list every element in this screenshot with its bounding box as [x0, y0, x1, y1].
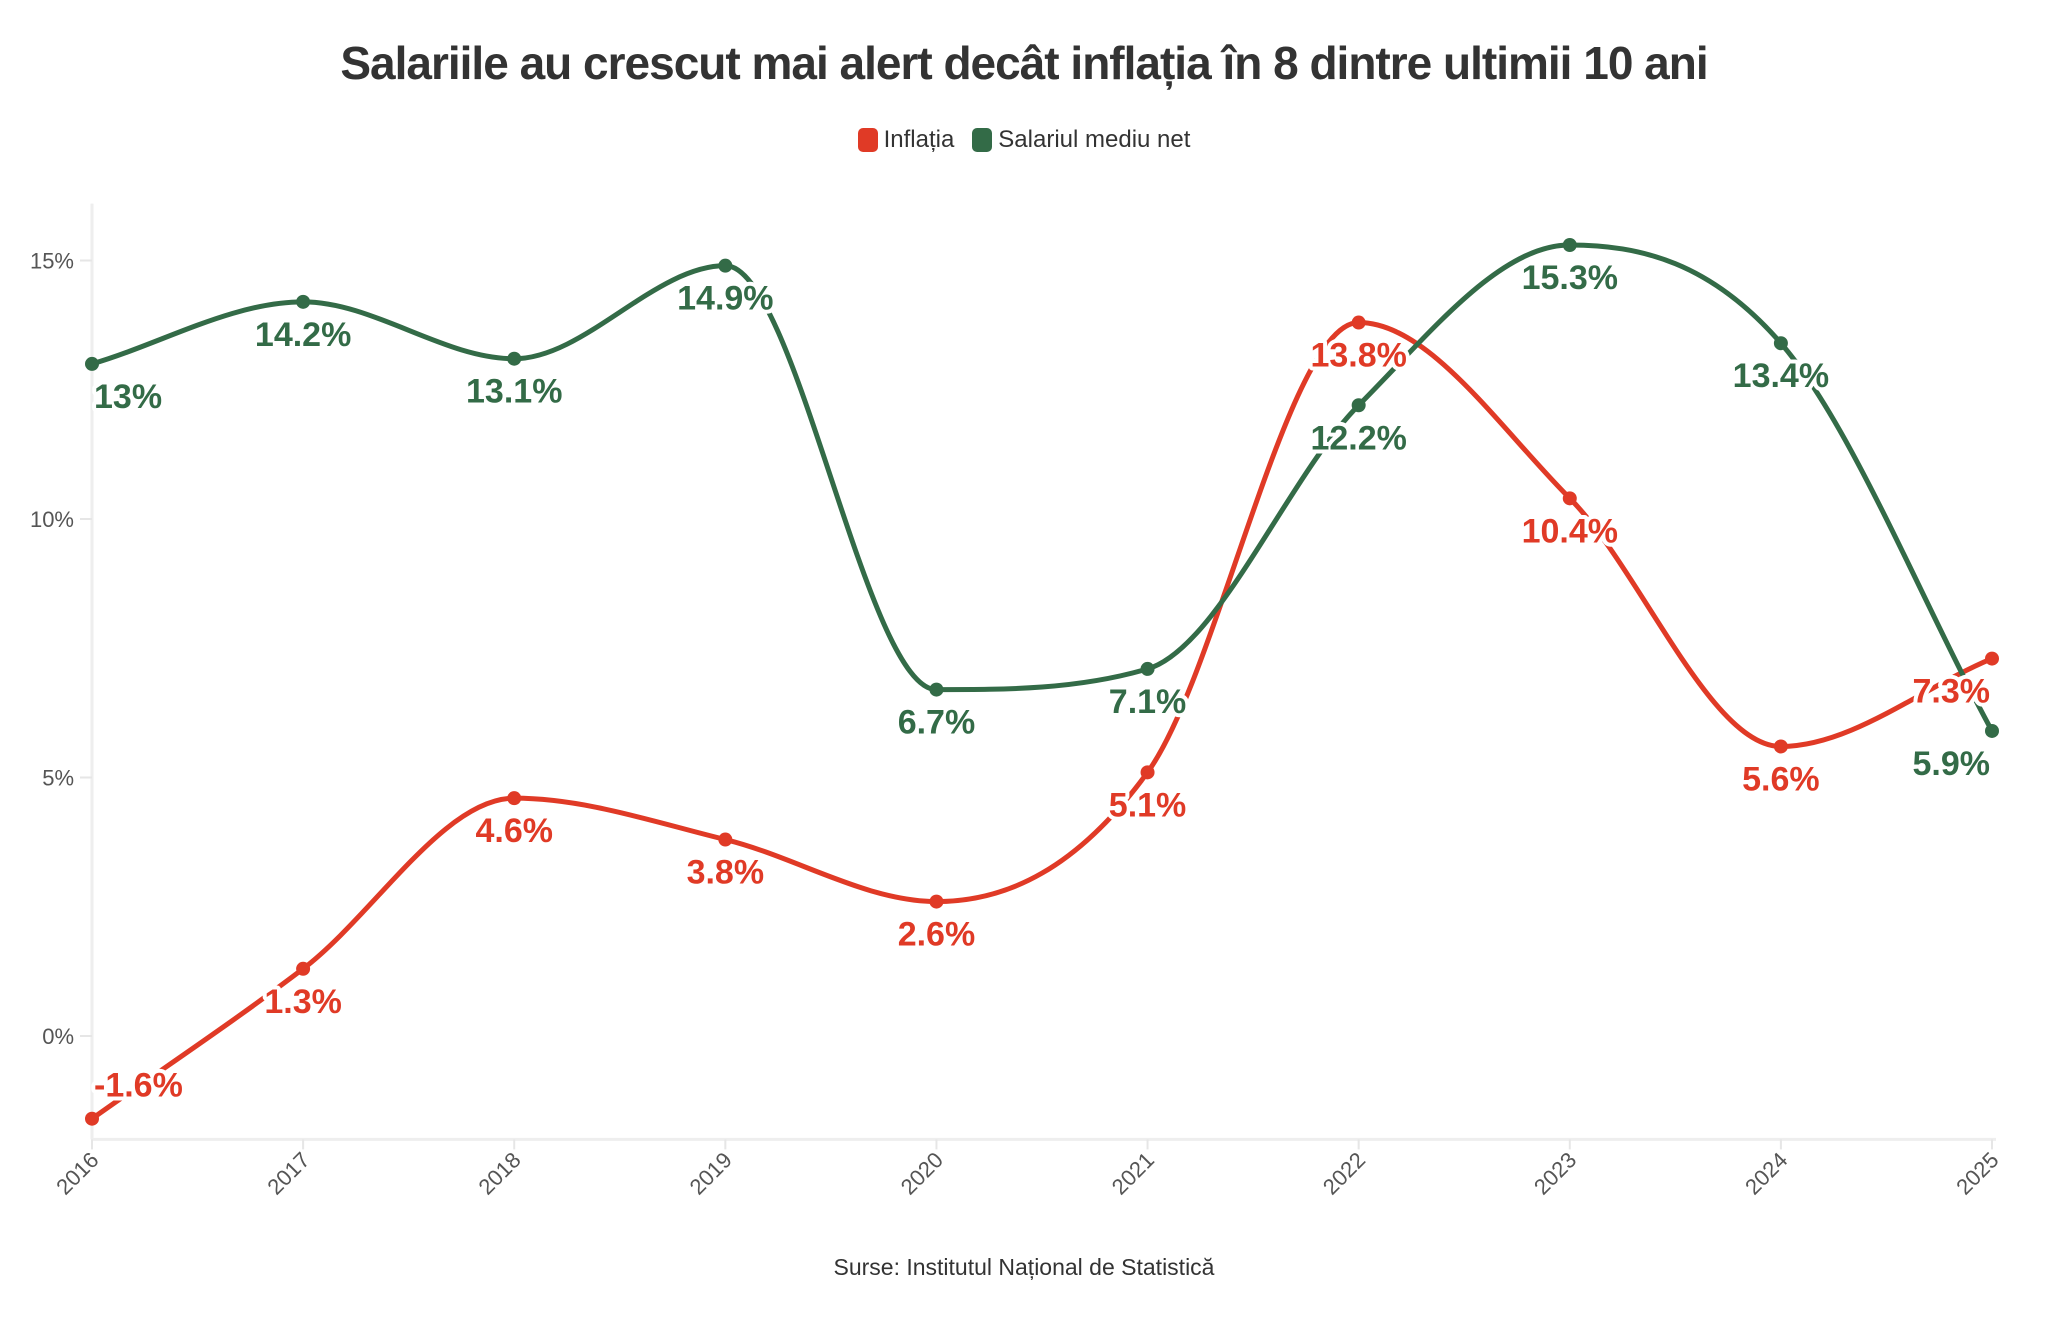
data-point — [507, 791, 522, 806]
legend-label-inflatia: Inflația — [883, 126, 955, 153]
y-tick-label: 10% — [30, 507, 74, 532]
data-label: 14.2% — [255, 316, 351, 354]
data-point — [718, 258, 733, 273]
data-point — [1985, 651, 1999, 666]
data-point — [296, 294, 311, 309]
series-line — [90, 320, 1993, 1121]
source-note: Surse: Institutul Național de Statistică — [833, 1254, 1215, 1280]
data-label: 1.3% — [264, 983, 342, 1021]
data-point — [85, 356, 99, 371]
data-label: -1.6% — [94, 1067, 183, 1105]
chart-title: Salariile au crescut mai alert decât inf… — [340, 37, 1708, 89]
data-point — [1773, 336, 1788, 351]
data-point — [1351, 315, 1366, 330]
data-point — [507, 351, 522, 366]
legend-swatch-inflatia — [857, 128, 878, 152]
legend-item-salariu[interactable]: Salariul mediu net — [972, 126, 1190, 154]
x-tick-label: 2018 — [473, 1147, 525, 1199]
data-label: 4.6% — [475, 812, 553, 850]
data-point — [1140, 661, 1155, 676]
data-label: 5.1% — [1109, 786, 1187, 824]
data-label: 13.8% — [1310, 337, 1406, 375]
x-tick-label: 2023 — [1529, 1147, 1581, 1199]
x-tick-label: 2024 — [1740, 1147, 1792, 1199]
data-label: 2.6% — [898, 916, 976, 954]
data-point — [929, 682, 944, 697]
data-label: 13% — [94, 378, 162, 416]
x-tick-label: 2019 — [685, 1147, 737, 1199]
legend-item-inflatia[interactable]: Inflația — [857, 126, 955, 154]
y-tick-label: 15% — [30, 249, 74, 274]
data-label: 14.9% — [677, 280, 773, 318]
legend-label-salariu: Salariul mediu net — [998, 126, 1191, 153]
data-point — [1985, 723, 1999, 738]
x-tick-label: 2020 — [896, 1147, 948, 1199]
series-salariu — [85, 237, 1999, 738]
series-inflatia — [85, 315, 1999, 1126]
y-tick-label: 5% — [42, 766, 74, 791]
data-point — [929, 894, 944, 909]
data-label: 15.3% — [1522, 259, 1618, 297]
data-label: 7.1% — [1109, 683, 1187, 721]
data-label: 12.2% — [1310, 419, 1406, 457]
data-point — [1562, 491, 1577, 506]
x-tick-label: 2016 — [51, 1147, 103, 1199]
legend: Inflația Salariul mediu net — [0, 126, 2048, 154]
data-point — [1140, 765, 1155, 780]
data-label: 5.9% — [1913, 745, 1991, 783]
data-label: 7.3% — [1913, 673, 1991, 711]
data-point — [1351, 398, 1366, 413]
data-label: 5.6% — [1742, 760, 1820, 798]
data-label: 3.8% — [687, 854, 765, 892]
x-tick-label: 2025 — [1951, 1147, 2003, 1199]
x-tick-label: 2021 — [1107, 1147, 1159, 1199]
data-point — [296, 961, 311, 976]
data-label: 13.4% — [1733, 357, 1829, 395]
x-tick-label: 2017 — [262, 1147, 314, 1199]
data-point — [1773, 739, 1788, 754]
y-tick-label: 0% — [42, 1024, 74, 1049]
data-label: 13.1% — [466, 373, 562, 411]
data-label: 6.7% — [898, 704, 976, 742]
series-line — [91, 242, 1995, 733]
x-tick-label: 2022 — [1318, 1147, 1370, 1199]
legend-swatch-salariu — [972, 128, 993, 152]
data-point — [85, 1111, 99, 1126]
data-point — [718, 832, 733, 847]
data-point — [1562, 237, 1577, 252]
data-label: 10.4% — [1522, 512, 1618, 550]
